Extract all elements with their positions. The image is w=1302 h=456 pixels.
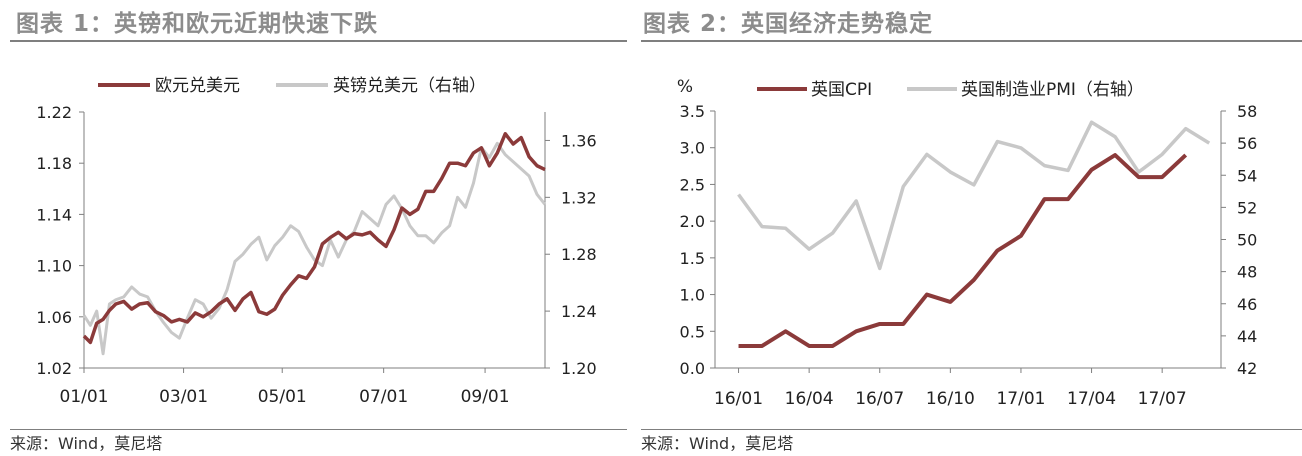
y-tick-label: 1.18 <box>36 154 72 173</box>
series-eurusd-line <box>82 132 546 345</box>
y2-tick-label: 46 <box>1237 295 1257 314</box>
x-tick-label: 05/01 <box>258 387 307 407</box>
figure-2: 图表 2：英国经济走势稳定 % 0.0 0.5 1.0 1.5 2.0 2.5 3.0 3.5 4… <box>641 0 1302 456</box>
y-tick-label: 1.02 <box>36 359 72 378</box>
x-tick-label: 07/01 <box>359 387 408 407</box>
y2-tick-label: 1.24 <box>561 302 597 321</box>
y2-tick-label: 1.28 <box>561 245 597 264</box>
figure-2-source: 来源：Wind，莫尼塔 <box>641 434 794 453</box>
x-tick-label: 16/04 <box>785 389 834 409</box>
chart-1-svg: 1.02 1.06 1.10 1.14 1.18 1.22 1.20 1.24 1.28 1.32… <box>36 76 597 407</box>
y2-tick-label: 50 <box>1237 231 1257 250</box>
x-tick-label: 17/01 <box>996 389 1045 409</box>
figure-1: 图表 1：英镑和欧元近期快速下跌 1.02 1.06 1.10 1.14 1.18 1.2… <box>10 11 627 453</box>
y-tick-label: 2.0 <box>680 212 705 231</box>
figure-1-source: 来源：Wind，莫尼塔 <box>10 434 163 453</box>
y-tick-label: 1.0 <box>680 286 705 305</box>
y-axis-unit: % <box>677 77 693 97</box>
y2-tick-label: 58 <box>1237 102 1257 121</box>
y2-tick-label: 1.32 <box>561 188 597 207</box>
y2-tick-label: 52 <box>1237 198 1257 217</box>
legend-gbpusd-label: 英镑兑美元（右轴） <box>333 76 486 96</box>
y-tick-label: 1.14 <box>36 205 72 224</box>
figure-2-title: 图表 2：英国经济走势稳定 <box>643 11 934 37</box>
y-tick-label: 0.0 <box>680 359 705 378</box>
chart-2-svg: % 0.0 0.5 1.0 1.5 2.0 2.5 3.0 3.5 42 44 46 48 50 52 54 5… <box>677 77 1257 409</box>
y-tick-label: 2.5 <box>680 175 705 194</box>
y2-tick-label: 42 <box>1237 359 1257 378</box>
figure-1-title: 图表 1：英镑和欧元近期快速下跌 <box>16 11 379 37</box>
y-tick-label: 1.5 <box>680 249 705 268</box>
x-tick-label: 17/04 <box>1067 389 1116 409</box>
legend-pmi-label: 英国制造业PMI（右轴） <box>961 80 1144 100</box>
series-gbpusd-line <box>82 141 547 356</box>
series-cpi-line <box>738 153 1188 348</box>
y2-tick-label: 56 <box>1237 134 1257 153</box>
figure-2-source-rule <box>641 429 1302 430</box>
y-tick-label: 1.10 <box>36 257 72 276</box>
x-tick-label: 16/01 <box>714 389 763 409</box>
series-pmi-line <box>737 120 1211 271</box>
y-tick-label: 3.5 <box>680 102 705 121</box>
y2-tick-label: 44 <box>1237 327 1257 346</box>
y2-tick-label: 1.36 <box>561 131 597 150</box>
y-tick-label: 3.0 <box>680 139 705 158</box>
x-tick-label: 09/01 <box>461 387 510 407</box>
x-tick-label: 17/07 <box>1138 389 1187 409</box>
figure-1-title-rule <box>10 40 627 42</box>
figure-1-source-rule <box>10 429 627 430</box>
y-tick-label: 1.22 <box>36 103 72 122</box>
x-tick-label: 16/07 <box>855 389 904 409</box>
y2-tick-label: 1.20 <box>561 359 597 378</box>
figure-2-title-rule <box>641 40 1302 42</box>
y2-tick-label: 54 <box>1237 166 1257 185</box>
x-tick-label: 01/01 <box>60 387 109 407</box>
x-tick-label: 03/01 <box>159 387 208 407</box>
y2-tick-label: 48 <box>1237 263 1257 282</box>
y-tick-label: 1.06 <box>36 308 72 327</box>
y-tick-label: 0.5 <box>680 322 705 341</box>
legend-cpi-label: 英国CPI <box>811 80 872 100</box>
x-tick-label: 16/10 <box>926 389 975 409</box>
legend-eurusd-label: 欧元兑美元 <box>155 76 240 96</box>
